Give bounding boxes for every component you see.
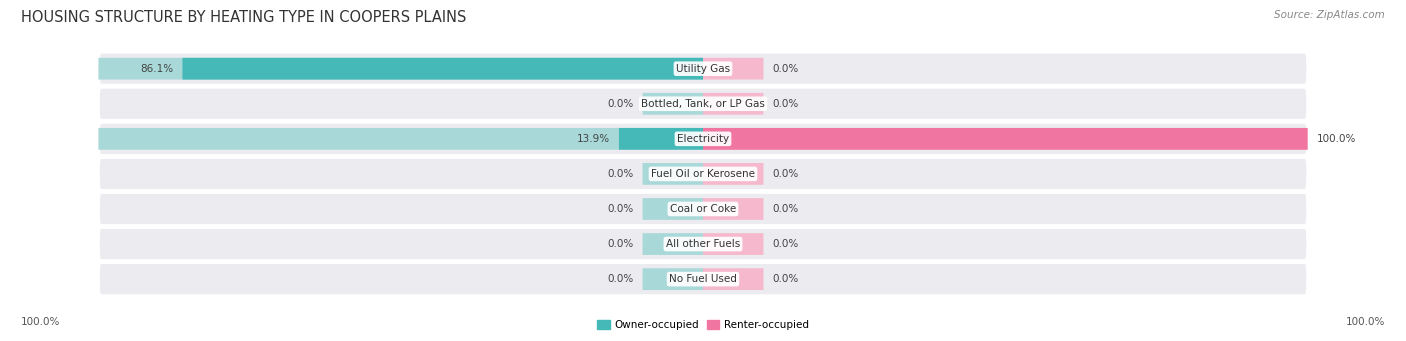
Text: 0.0%: 0.0% [607,204,634,214]
Text: 0.0%: 0.0% [607,169,634,179]
FancyBboxPatch shape [703,198,763,220]
Text: No Fuel Used: No Fuel Used [669,274,737,284]
FancyBboxPatch shape [643,198,703,220]
Text: 100.0%: 100.0% [21,317,60,327]
Legend: Owner-occupied, Renter-occupied: Owner-occupied, Renter-occupied [593,316,813,334]
Text: 0.0%: 0.0% [772,169,799,179]
FancyBboxPatch shape [619,128,703,150]
FancyBboxPatch shape [98,128,703,150]
Text: Coal or Coke: Coal or Coke [669,204,737,214]
Text: 0.0%: 0.0% [772,274,799,284]
Text: 13.9%: 13.9% [576,134,610,144]
Text: Source: ZipAtlas.com: Source: ZipAtlas.com [1274,10,1385,20]
Text: All other Fuels: All other Fuels [666,239,740,249]
FancyBboxPatch shape [98,87,1308,120]
Text: 100.0%: 100.0% [1316,134,1355,144]
FancyBboxPatch shape [703,128,1308,150]
Text: Utility Gas: Utility Gas [676,64,730,74]
FancyBboxPatch shape [703,128,1308,150]
Text: 0.0%: 0.0% [772,204,799,214]
FancyBboxPatch shape [98,158,1308,190]
FancyBboxPatch shape [643,268,703,290]
FancyBboxPatch shape [703,58,763,79]
Text: 0.0%: 0.0% [607,99,634,109]
Text: 86.1%: 86.1% [141,64,173,74]
FancyBboxPatch shape [703,268,763,290]
Text: HOUSING STRUCTURE BY HEATING TYPE IN COOPERS PLAINS: HOUSING STRUCTURE BY HEATING TYPE IN COO… [21,10,467,25]
FancyBboxPatch shape [643,233,703,255]
FancyBboxPatch shape [643,163,703,185]
FancyBboxPatch shape [703,93,763,115]
FancyBboxPatch shape [98,122,1308,155]
Text: 100.0%: 100.0% [1346,317,1385,327]
FancyBboxPatch shape [98,193,1308,225]
FancyBboxPatch shape [98,58,703,79]
FancyBboxPatch shape [643,93,703,115]
Text: Electricity: Electricity [676,134,730,144]
FancyBboxPatch shape [98,263,1308,296]
Text: 0.0%: 0.0% [772,64,799,74]
FancyBboxPatch shape [98,52,1308,85]
Text: 0.0%: 0.0% [607,239,634,249]
Text: 0.0%: 0.0% [772,99,799,109]
FancyBboxPatch shape [98,227,1308,261]
Text: Bottled, Tank, or LP Gas: Bottled, Tank, or LP Gas [641,99,765,109]
FancyBboxPatch shape [703,163,763,185]
Text: Fuel Oil or Kerosene: Fuel Oil or Kerosene [651,169,755,179]
Text: 0.0%: 0.0% [772,239,799,249]
FancyBboxPatch shape [703,233,763,255]
FancyBboxPatch shape [183,58,703,79]
Text: 0.0%: 0.0% [607,274,634,284]
